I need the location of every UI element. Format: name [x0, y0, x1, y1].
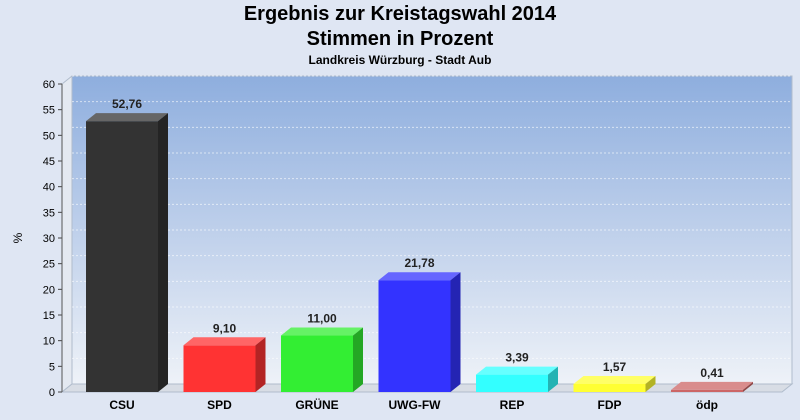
bar-top — [86, 113, 168, 122]
y-axis-label: % — [11, 232, 25, 243]
bar-top — [281, 327, 363, 336]
category-label: UWG-FW — [389, 398, 442, 412]
category-label: ödp — [696, 398, 718, 412]
y-tick-label: 15 — [43, 310, 55, 322]
bar-rep — [476, 374, 548, 392]
value-label: 21,78 — [404, 256, 434, 270]
bar-csu — [86, 121, 158, 392]
y-tick-label: 25 — [43, 259, 55, 271]
y-tick-label: 55 — [43, 105, 55, 117]
bar-top — [671, 381, 753, 390]
y-tick-label: 0 — [49, 387, 55, 399]
bar-side — [255, 337, 266, 392]
bar-top — [476, 366, 558, 375]
bar-side — [450, 272, 461, 392]
bar-side — [548, 366, 558, 392]
bar-side — [158, 113, 168, 392]
y-tick-label: 35 — [43, 207, 55, 219]
category-label: CSU — [109, 398, 134, 412]
bar-fdp — [573, 383, 646, 392]
y-tick-label: 10 — [43, 336, 55, 348]
plot-side-wall — [61, 74, 73, 394]
category-label: SPD — [207, 398, 232, 412]
bar-top — [573, 375, 656, 384]
category-label: FDP — [598, 398, 622, 412]
y-tick-label: 40 — [43, 182, 55, 194]
value-label: 9,10 — [213, 321, 237, 335]
category-label: GRÜNE — [295, 397, 338, 412]
y-tick-label: 20 — [43, 284, 55, 296]
value-label: 1,57 — [603, 360, 627, 374]
bar-side — [743, 381, 753, 392]
bar-side — [645, 375, 656, 392]
value-label: 11,00 — [307, 312, 337, 326]
bar-grüne — [281, 335, 353, 392]
y-tick-label: 50 — [43, 130, 55, 142]
chart-location: Landkreis Würzburg - Stadt Aub — [308, 53, 492, 67]
bar-side — [353, 327, 363, 392]
bar-uwg-fw — [378, 280, 451, 392]
value-label: 0,41 — [700, 366, 724, 380]
value-label: 52,76 — [112, 97, 142, 111]
chart-title: Ergebnis zur Kreistagswahl 2014 — [243, 3, 557, 25]
bar-top — [378, 272, 461, 281]
value-label: 3,39 — [505, 351, 529, 365]
y-tick-label: 30 — [43, 233, 55, 245]
bar-top — [183, 337, 266, 346]
category-label: REP — [500, 398, 525, 412]
chart-subtitle: Stimmen in Prozent — [306, 28, 494, 50]
bar-spd — [183, 345, 256, 392]
y-tick-label: 60 — [43, 79, 55, 91]
y-tick-label: 45 — [43, 156, 55, 168]
bar-ödp — [671, 389, 743, 392]
y-tick-label: 5 — [49, 361, 55, 373]
